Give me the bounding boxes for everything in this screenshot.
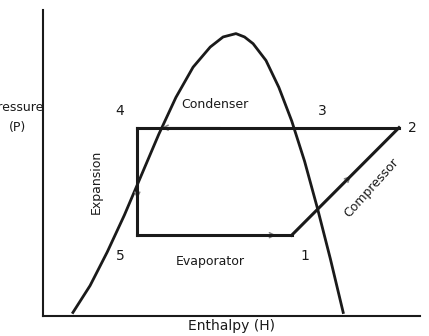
- Text: Compressor: Compressor: [341, 156, 401, 220]
- Text: Evaporator: Evaporator: [176, 255, 245, 268]
- Text: 4: 4: [116, 103, 124, 118]
- Text: 1: 1: [300, 249, 309, 263]
- Text: Expansion: Expansion: [90, 149, 103, 214]
- Text: 5: 5: [116, 249, 124, 263]
- Text: Pressure: Pressure: [0, 101, 44, 114]
- Text: Enthalpy (H): Enthalpy (H): [188, 319, 275, 333]
- Text: 2: 2: [408, 121, 416, 135]
- Text: 3: 3: [317, 103, 326, 118]
- Text: (P): (P): [9, 121, 26, 134]
- Text: Condenser: Condenser: [181, 98, 248, 111]
